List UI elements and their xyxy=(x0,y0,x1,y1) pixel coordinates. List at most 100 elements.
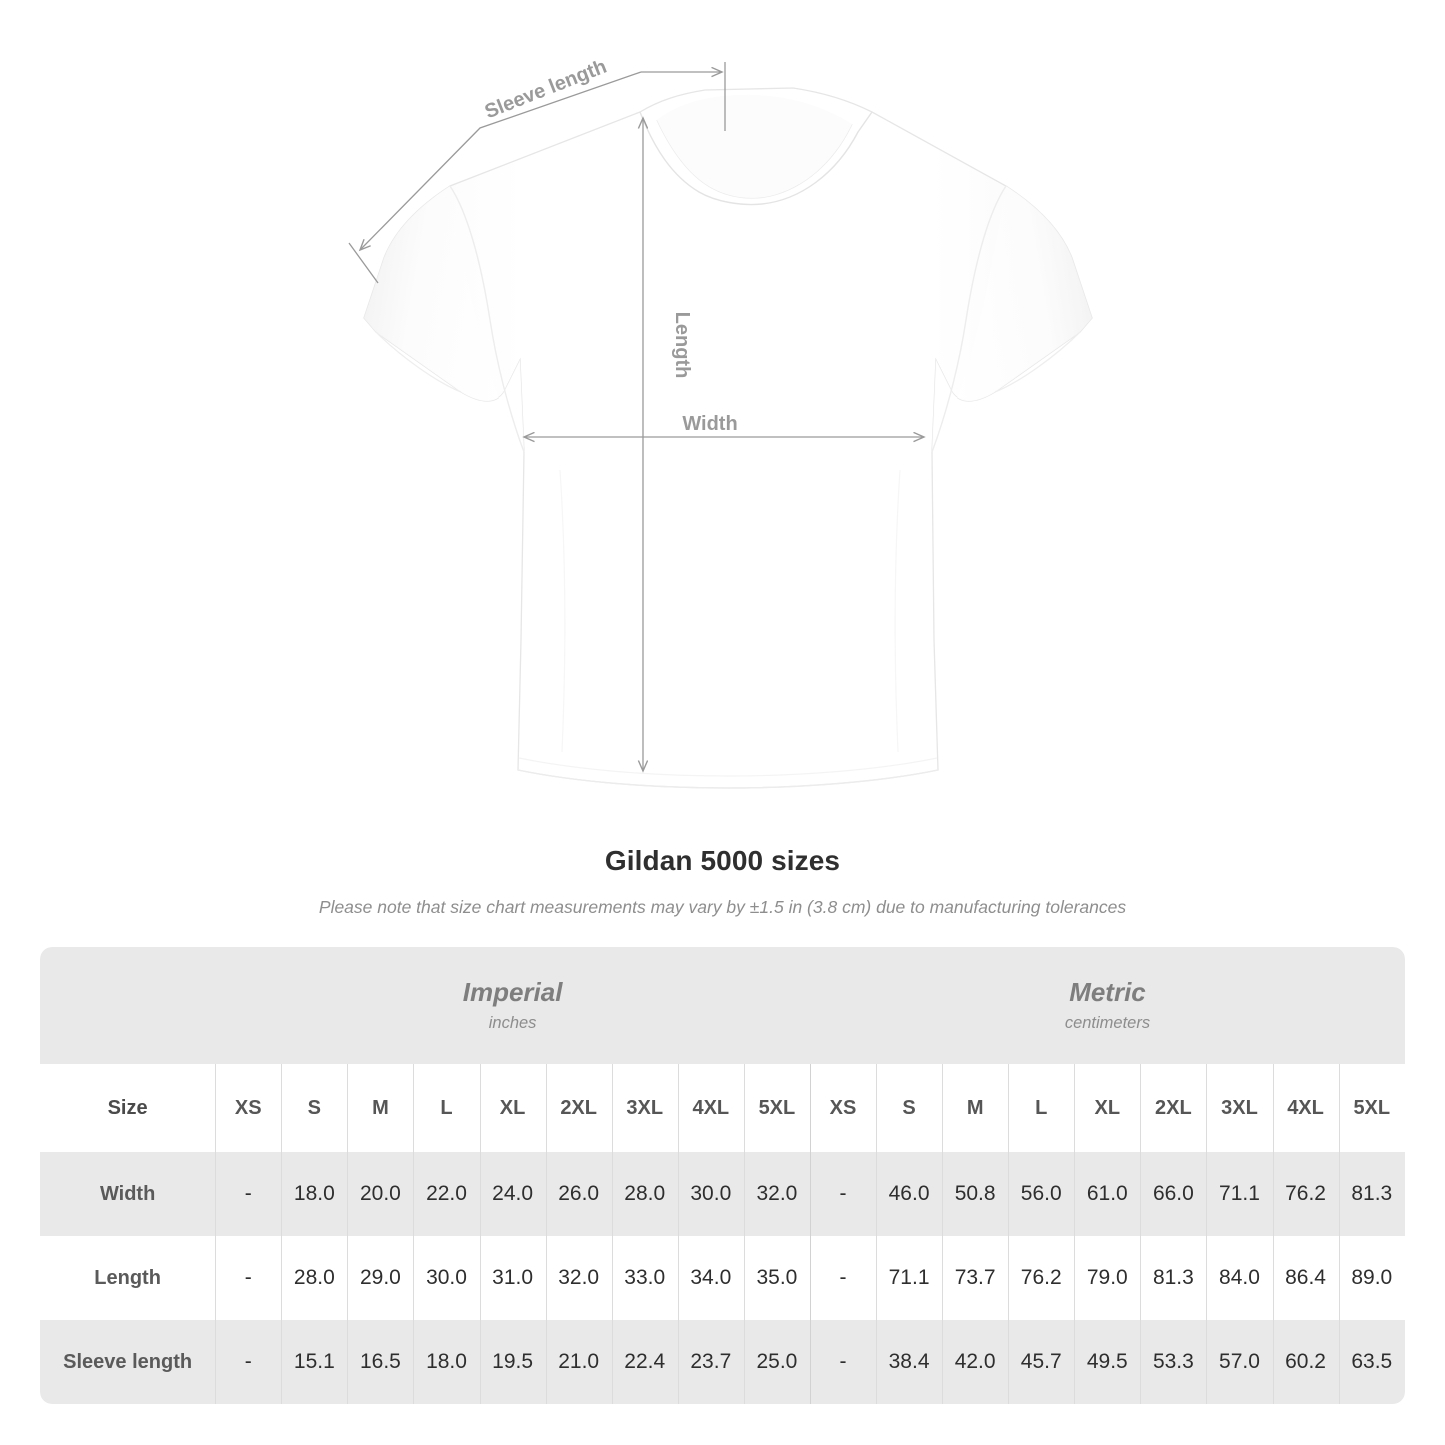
header-size-met-5: 2XL xyxy=(1140,1064,1207,1152)
tshirt-garment xyxy=(363,87,1093,789)
cell-sleeve-met-7: 60.2 xyxy=(1272,1320,1339,1404)
cell-width-imp-5: 26.0 xyxy=(545,1152,612,1236)
cell-sleeve-imp-5: 21.0 xyxy=(545,1320,612,1404)
cell-width-imp-6: 28.0 xyxy=(611,1152,678,1236)
cell-length-met-0: - xyxy=(809,1236,877,1320)
cell-length-met-1: 71.1 xyxy=(876,1236,943,1320)
size-header-row: Size XS S M L XL 2XL 3XL 4XL 5XL XS S M … xyxy=(40,1064,1405,1152)
cell-sleeve-met-6: 57.0 xyxy=(1206,1320,1273,1404)
cell-length-imp-0: - xyxy=(215,1236,282,1320)
cell-sleeve-met-0: - xyxy=(809,1320,877,1404)
cell-width-imp-3: 22.0 xyxy=(413,1152,480,1236)
cell-width-met-8: 81.3 xyxy=(1338,1152,1405,1236)
cell-width-met-5: 66.0 xyxy=(1140,1152,1207,1236)
cell-length-imp-1: 28.0 xyxy=(281,1236,348,1320)
cell-sleeve-imp-4: 19.5 xyxy=(479,1320,546,1404)
page-title: Gildan 5000 sizes xyxy=(604,845,841,876)
cell-width-met-0: - xyxy=(809,1152,877,1236)
cell-length-met-6: 84.0 xyxy=(1206,1236,1273,1320)
cell-sleeve-imp-8: 25.0 xyxy=(743,1320,810,1404)
row-label-length: Length xyxy=(40,1236,216,1320)
cell-sleeve-imp-0: - xyxy=(215,1320,282,1404)
unit-band-row: Imperial inches Metric centimeters xyxy=(40,947,1405,1064)
cell-length-imp-3: 30.0 xyxy=(413,1236,480,1320)
cell-sleeve-met-1: 38.4 xyxy=(876,1320,943,1404)
sleeve-hem-tick xyxy=(348,242,379,284)
header-size-met-6: 3XL xyxy=(1206,1064,1273,1152)
cell-width-imp-1: 18.0 xyxy=(281,1152,348,1236)
tolerance-note: Please note that size chart measurements… xyxy=(318,897,1127,917)
cell-width-met-6: 71.1 xyxy=(1206,1152,1273,1236)
size-table: Imperial inches Metric centimeters Size … xyxy=(40,947,1405,1404)
header-size-imp-3: L xyxy=(413,1064,480,1152)
title-block: Gildan 5000 sizes Please note that size … xyxy=(0,845,1445,918)
header-size-imp-1: S xyxy=(281,1064,348,1152)
header-size-met-1: S xyxy=(876,1064,943,1152)
cell-width-imp-0: - xyxy=(215,1152,282,1236)
cell-length-met-3: 76.2 xyxy=(1008,1236,1075,1320)
cell-sleeve-met-3: 45.7 xyxy=(1008,1320,1075,1404)
cell-width-imp-8: 32.0 xyxy=(743,1152,810,1236)
table-row: Sleeve length - 15.1 16.5 18.0 19.5 21.0… xyxy=(40,1320,1405,1404)
cell-sleeve-met-2: 42.0 xyxy=(942,1320,1009,1404)
header-size-met-3: L xyxy=(1008,1064,1075,1152)
row-label-sleeve-length: Sleeve length xyxy=(40,1320,216,1404)
header-size-imp-0: XS xyxy=(215,1064,282,1152)
cell-sleeve-imp-7: 23.7 xyxy=(677,1320,744,1404)
cell-width-met-2: 50.8 xyxy=(942,1152,1009,1236)
cell-sleeve-met-5: 53.3 xyxy=(1140,1320,1207,1404)
header-size-imp-4: XL xyxy=(479,1064,546,1152)
cell-sleeve-imp-1: 15.1 xyxy=(281,1320,348,1404)
unit-name-imperial: Imperial xyxy=(462,977,563,1008)
cell-width-imp-7: 30.0 xyxy=(677,1152,744,1236)
unit-band-spacer xyxy=(40,947,216,1064)
cell-width-met-3: 56.0 xyxy=(1008,1152,1075,1236)
cell-sleeve-imp-6: 22.4 xyxy=(611,1320,678,1404)
unit-cell-metric: Metric centimeters xyxy=(809,947,1405,1064)
cell-width-met-7: 76.2 xyxy=(1272,1152,1339,1236)
header-size-imp-6: 3XL xyxy=(611,1064,678,1152)
cell-length-imp-8: 35.0 xyxy=(743,1236,810,1320)
cell-length-imp-5: 32.0 xyxy=(545,1236,612,1320)
header-size-met-0: XS xyxy=(809,1064,877,1152)
unit-name-metric: Metric xyxy=(1069,977,1146,1008)
header-size-met-2: M xyxy=(942,1064,1009,1152)
cell-length-imp-7: 34.0 xyxy=(677,1236,744,1320)
cell-sleeve-met-8: 63.5 xyxy=(1338,1320,1405,1404)
cell-width-met-4: 61.0 xyxy=(1074,1152,1141,1236)
cell-length-met-7: 86.4 xyxy=(1272,1236,1339,1320)
sleeve-dimension-line xyxy=(360,71,642,250)
cell-width-imp-2: 20.0 xyxy=(347,1152,414,1236)
header-size-met-7: 4XL xyxy=(1272,1064,1339,1152)
cell-sleeve-imp-3: 18.0 xyxy=(413,1320,480,1404)
table-row: Width - 18.0 20.0 22.0 24.0 26.0 28.0 30… xyxy=(40,1152,1405,1236)
unit-cell-imperial: Imperial inches xyxy=(215,947,810,1064)
cell-width-imp-4: 24.0 xyxy=(479,1152,546,1236)
length-label: Length xyxy=(671,312,693,379)
size-table-container: Imperial inches Metric centimeters Size … xyxy=(40,947,1405,1404)
row-label-width: Width xyxy=(40,1152,216,1236)
cell-length-imp-4: 31.0 xyxy=(479,1236,546,1320)
cell-length-imp-2: 29.0 xyxy=(347,1236,414,1320)
cell-sleeve-imp-2: 16.5 xyxy=(347,1320,414,1404)
header-size-imp-7: 4XL xyxy=(677,1064,744,1152)
cell-width-met-1: 46.0 xyxy=(876,1152,943,1236)
header-size-label: Size xyxy=(40,1064,216,1152)
header-size-imp-5: 2XL xyxy=(545,1064,612,1152)
header-size-imp-8: 5XL xyxy=(743,1064,810,1152)
cell-length-met-8: 89.0 xyxy=(1338,1236,1405,1320)
cell-length-met-5: 81.3 xyxy=(1140,1236,1207,1320)
unit-sub-metric: centimeters xyxy=(1064,1013,1151,1032)
cell-length-met-2: 73.7 xyxy=(942,1236,1009,1320)
unit-sub-imperial: inches xyxy=(488,1013,537,1032)
header-size-met-4: XL xyxy=(1074,1064,1141,1152)
header-size-imp-2: M xyxy=(347,1064,414,1152)
cell-sleeve-met-4: 49.5 xyxy=(1074,1320,1141,1404)
table-row: Length - 28.0 29.0 30.0 31.0 32.0 33.0 3… xyxy=(40,1236,1405,1320)
cell-length-met-4: 79.0 xyxy=(1074,1236,1141,1320)
tshirt-illustration: Sleeve length Length Width xyxy=(348,56,1093,789)
header-size-met-8: 5XL xyxy=(1338,1064,1405,1152)
width-label: Width xyxy=(682,413,737,435)
cell-length-imp-6: 33.0 xyxy=(611,1236,678,1320)
